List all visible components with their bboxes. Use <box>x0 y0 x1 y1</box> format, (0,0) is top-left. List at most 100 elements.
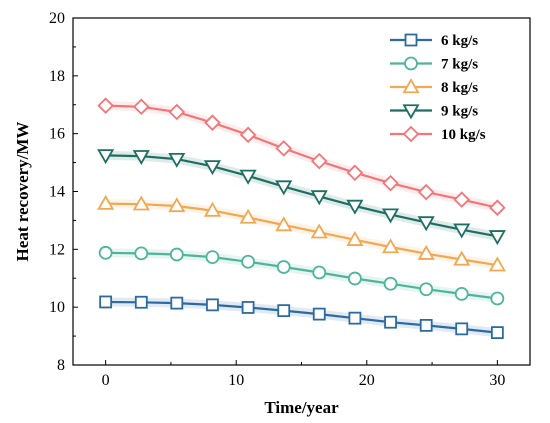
data-point <box>169 247 184 262</box>
legend-marker <box>402 104 420 120</box>
x-tick-label: 20 <box>359 372 375 389</box>
x-tick-label: 30 <box>489 372 505 389</box>
data-point <box>206 298 219 312</box>
data-point <box>310 152 328 170</box>
data-point <box>205 250 220 265</box>
y-tick-label: 20 <box>49 10 65 27</box>
data-point <box>417 183 435 201</box>
x-axis-label: Time/year <box>264 398 339 417</box>
data-point <box>348 311 362 325</box>
y-tick-label: 10 <box>49 299 65 316</box>
data-point <box>453 250 471 266</box>
data-point <box>455 322 469 336</box>
legend-label: 7 kg/s <box>441 57 478 73</box>
data-point <box>312 265 327 280</box>
data-point <box>132 195 150 211</box>
y-tick-label: 14 <box>49 184 65 201</box>
data-point <box>168 103 186 121</box>
data-point <box>170 296 184 310</box>
data-point <box>241 301 255 314</box>
data-point <box>488 230 506 246</box>
x-axis: 0 10 20 30 <box>102 360 505 389</box>
series-7-kg-s <box>98 245 505 306</box>
legend-item: 7 kg/s <box>390 57 478 73</box>
data-point <box>239 208 257 224</box>
data-point <box>382 174 399 192</box>
data-point <box>346 164 364 181</box>
y-tick-label: 12 <box>49 241 65 258</box>
data-point <box>453 223 471 239</box>
data-point <box>346 230 364 246</box>
data-point <box>97 149 115 165</box>
legend-item: 10 kg/s <box>390 125 486 143</box>
data-point <box>417 244 435 260</box>
data-point <box>203 160 222 176</box>
data-point <box>454 286 469 301</box>
data-point <box>275 180 293 196</box>
series-line <box>105 154 498 238</box>
data-point <box>419 318 433 332</box>
legend-marker <box>402 78 420 94</box>
data-point <box>97 194 115 210</box>
data-point <box>99 295 113 309</box>
legend-label: 9 kg/s <box>441 104 478 120</box>
data-point <box>133 98 150 116</box>
y-tick-label: 8 <box>57 357 65 374</box>
legend-label: 8 kg/s <box>441 80 478 96</box>
series-6-kg-s <box>99 295 504 340</box>
data-point <box>97 97 114 114</box>
data-point <box>132 150 150 166</box>
series-line <box>105 202 498 267</box>
data-point <box>417 216 435 232</box>
data-point <box>203 201 222 217</box>
data-point <box>346 199 364 215</box>
legend-item: 8 kg/s <box>390 78 478 96</box>
x-tick-label: 0 <box>102 372 110 389</box>
series-9-kg-s <box>97 149 506 246</box>
data-point <box>277 304 291 318</box>
data-point <box>239 126 257 144</box>
series-bands <box>101 101 502 338</box>
data-point <box>275 216 293 232</box>
y-axis-label: Heat recovery/MW <box>13 122 32 262</box>
data-point <box>310 190 328 206</box>
legend-marker <box>404 56 418 71</box>
series-10-kg-s <box>97 97 506 216</box>
series-band <box>101 297 502 338</box>
data-point <box>489 199 506 216</box>
x-tick-label: 10 <box>228 372 244 389</box>
y-tick-label: 18 <box>49 68 65 85</box>
legend-item: 9 kg/s <box>390 104 478 120</box>
data-point <box>276 260 291 274</box>
data-point <box>241 254 255 269</box>
data-point <box>488 256 506 272</box>
legend-item: 6 kg/s <box>390 33 478 49</box>
legend-label: 6 kg/s <box>441 33 478 49</box>
data-point <box>381 238 400 254</box>
data-point <box>134 246 149 261</box>
y-tick-label: 16 <box>49 126 65 143</box>
data-point <box>419 282 434 297</box>
series-layer <box>97 97 506 340</box>
data-point <box>490 291 505 306</box>
legend-label: 10 kg/s <box>441 127 486 143</box>
data-point <box>381 208 400 224</box>
data-point <box>239 169 257 185</box>
data-point <box>490 326 504 340</box>
data-point <box>134 295 148 309</box>
data-point <box>384 315 397 329</box>
series-8-kg-s <box>97 194 506 272</box>
legend-marker <box>402 125 420 143</box>
data-point <box>453 191 470 208</box>
data-point <box>310 223 328 239</box>
data-point <box>168 197 186 213</box>
data-point <box>383 276 398 291</box>
data-point <box>275 140 293 157</box>
y-axis: 8 10 12 14 16 18 20 <box>49 10 78 374</box>
legend-marker <box>404 33 418 47</box>
data-point <box>168 152 186 168</box>
data-point <box>204 114 221 131</box>
legend: 6 kg/s 7 kg/s 8 kg/s 9 kg/s 10 kg/s <box>390 33 486 143</box>
data-point <box>348 271 362 286</box>
